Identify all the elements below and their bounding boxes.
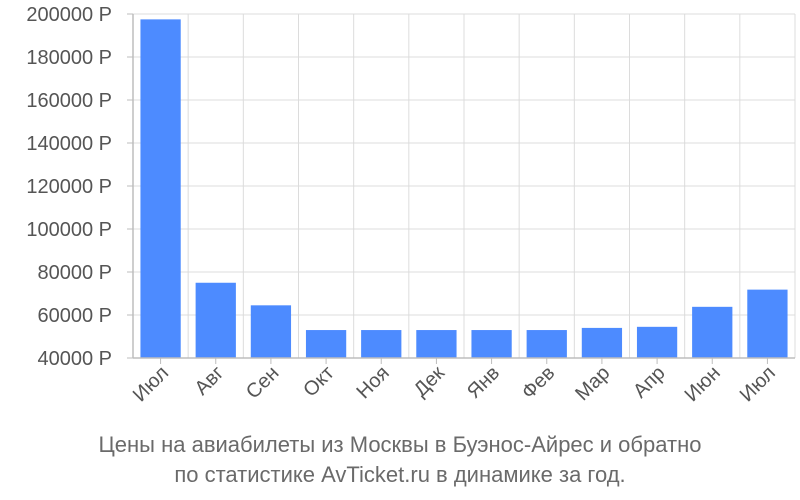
x-tick-label: Янв [463, 362, 504, 403]
bar [471, 330, 512, 358]
x-tick-label: Мар [571, 362, 614, 405]
x-tick-label: Июл [129, 362, 173, 406]
y-tick-label: 180000 Р [26, 47, 112, 69]
x-tick-label: Дек [410, 362, 449, 401]
x-tick-label: Июн [681, 362, 725, 406]
bar [250, 305, 292, 358]
y-tick-label: 100000 Р [26, 219, 112, 241]
y-tick-label: 60000 Р [37, 305, 112, 327]
x-tick-label: Сен [242, 362, 283, 403]
y-tick-label: 200000 Р [26, 4, 112, 26]
bar [140, 19, 181, 358]
bar [195, 282, 236, 358]
caption-line-1: Цены на авиабилеты из Москвы в Буэнос-Ай… [98, 432, 702, 457]
x-tick-label: Ноя [352, 362, 393, 403]
y-tick-label: 40000 Р [37, 348, 112, 370]
bar-series [140, 19, 788, 358]
x-tick-label: Окт [299, 362, 338, 401]
bar [692, 306, 733, 358]
bar [636, 326, 678, 358]
bar [581, 327, 623, 358]
y-tick-label: 140000 Р [26, 133, 112, 155]
bar-chart: 200000 Р 180000 Р 160000 Р 140000 Р 120000 Р… [26, 4, 796, 406]
bar [361, 330, 402, 358]
bar [416, 330, 457, 358]
y-tick-labels: 200000 Р 180000 Р 160000 Р 140000 Р 120000 Р… [26, 4, 112, 370]
x-tick-label: Авг [191, 362, 229, 400]
y-tick-label: 160000 Р [26, 90, 112, 112]
x-tick-label: Апр [629, 362, 670, 403]
x-tick-label: Фев [518, 362, 560, 404]
caption-line-2: по статистике AvTicket.ru в динамике за … [174, 462, 626, 487]
x-tick-labels: Июл Авг Сен Окт Ноя Дек Янв Фев Мар Апр Июн Июл [129, 362, 780, 406]
bar [305, 330, 347, 358]
axes [127, 13, 795, 364]
grid-lines [133, 13, 796, 359]
y-tick-label: 80000 Р [37, 262, 112, 284]
bar [747, 289, 788, 358]
bar [526, 330, 567, 358]
x-tick-label: Июл [736, 362, 780, 406]
y-tick-label: 120000 Р [26, 176, 112, 198]
